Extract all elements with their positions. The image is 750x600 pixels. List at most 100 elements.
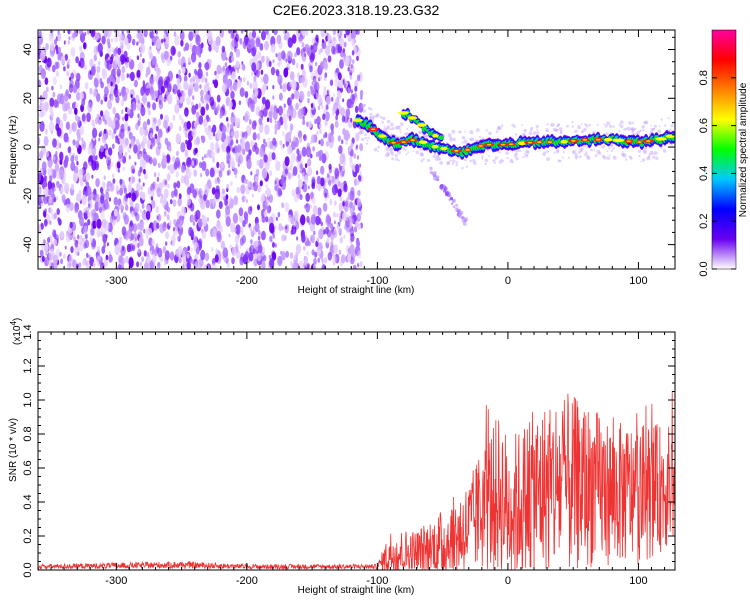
noise-blob xyxy=(215,36,221,47)
noise-blob xyxy=(300,214,306,226)
noise-blob xyxy=(201,230,207,240)
halo-dot xyxy=(657,129,662,134)
x-tick-label: -100 xyxy=(366,575,388,587)
halo-dot xyxy=(586,155,590,158)
halo-dot xyxy=(578,151,581,154)
noise-blob xyxy=(209,142,215,152)
noise-blob xyxy=(179,233,182,238)
noise-blob xyxy=(344,33,347,39)
noise-blob xyxy=(103,175,106,180)
noise-blob xyxy=(48,196,53,204)
noise-blob xyxy=(282,113,288,124)
noise-blob xyxy=(325,35,329,42)
noise-blob xyxy=(123,187,128,195)
noise-blob xyxy=(177,197,182,207)
noise-blob xyxy=(56,70,59,77)
halo-dot xyxy=(550,124,552,127)
x-tick-label: -200 xyxy=(236,575,258,587)
noise-blob xyxy=(140,106,146,117)
noise-blob xyxy=(119,187,123,196)
noise-blob xyxy=(339,196,343,202)
noise-blob xyxy=(214,70,217,76)
noise-blob xyxy=(92,220,97,229)
noise-blob xyxy=(266,117,270,123)
halo-dot xyxy=(395,157,399,161)
signal-core-center xyxy=(391,141,396,144)
noise-blob xyxy=(316,37,319,43)
noise-blob xyxy=(204,63,208,69)
noise-blob xyxy=(125,204,129,211)
noise-blob xyxy=(341,165,345,172)
noise-blob xyxy=(258,110,262,117)
noise-blob xyxy=(354,226,358,233)
noise-blob xyxy=(319,156,322,161)
noise-blob xyxy=(254,222,260,233)
noise-blob xyxy=(330,123,335,131)
noise-blob xyxy=(138,236,144,247)
noise-blob xyxy=(331,36,337,46)
noise-blob xyxy=(345,108,351,117)
noise-blob xyxy=(136,69,141,78)
noise-blob xyxy=(72,84,77,94)
noise-blob xyxy=(264,124,270,135)
noise-blob xyxy=(327,251,332,261)
halo-dot xyxy=(543,151,546,155)
noise-blob xyxy=(173,227,175,232)
noise-blob xyxy=(277,255,283,267)
noise-blob xyxy=(74,114,79,122)
halo-dot xyxy=(369,112,373,116)
noise-blob xyxy=(111,133,115,140)
noise-blob xyxy=(246,80,250,86)
noise-blob xyxy=(175,171,179,178)
noise-blob xyxy=(192,75,196,83)
noise-blob xyxy=(310,237,313,242)
halo-dot xyxy=(361,137,365,142)
noise-blob xyxy=(351,38,356,47)
noise-blob xyxy=(259,180,263,187)
noise-blob xyxy=(236,144,241,153)
noise-blob xyxy=(66,70,70,77)
noise-blob xyxy=(62,112,67,122)
noise-blob xyxy=(206,217,209,222)
noise-blob xyxy=(125,235,129,241)
noise-blob xyxy=(92,124,96,129)
noise-blob xyxy=(243,211,248,220)
noise-blob xyxy=(299,136,303,143)
noise-blob xyxy=(267,137,271,143)
branch-dot xyxy=(462,222,467,226)
noise-blob xyxy=(347,66,350,72)
noise-blob xyxy=(333,244,338,254)
halo-dot xyxy=(387,125,390,128)
noise-blob xyxy=(298,260,304,269)
halo-dot xyxy=(546,157,550,162)
noise-blob xyxy=(318,228,324,240)
noise-blob xyxy=(226,126,230,133)
noise-blob xyxy=(167,83,172,93)
halo-dot xyxy=(571,151,575,155)
noise-blob xyxy=(314,118,317,125)
halo-dot xyxy=(397,159,400,162)
noise-blob xyxy=(196,152,199,157)
noise-blob xyxy=(128,55,132,62)
noise-blob xyxy=(51,30,54,33)
noise-blob xyxy=(182,66,186,74)
noise-blob xyxy=(53,230,57,235)
noise-blob xyxy=(49,97,55,108)
noise-blob xyxy=(209,167,215,178)
noise-blob xyxy=(209,96,215,107)
noise-blob xyxy=(250,38,255,48)
noise-blob xyxy=(281,226,284,231)
noise-blob xyxy=(90,30,96,38)
noise-blob xyxy=(99,207,103,213)
noise-blob xyxy=(107,42,111,49)
y-tick-label: -40 xyxy=(22,237,34,253)
noise-blob xyxy=(252,248,256,255)
halo-dot xyxy=(604,124,608,128)
noise-blob xyxy=(221,50,227,61)
halo-dot xyxy=(634,127,637,130)
noise-blob xyxy=(49,220,52,225)
noise-blob xyxy=(146,235,149,239)
noise-blob xyxy=(82,175,86,181)
noise-blob xyxy=(160,113,163,120)
noise-blob xyxy=(316,237,320,243)
